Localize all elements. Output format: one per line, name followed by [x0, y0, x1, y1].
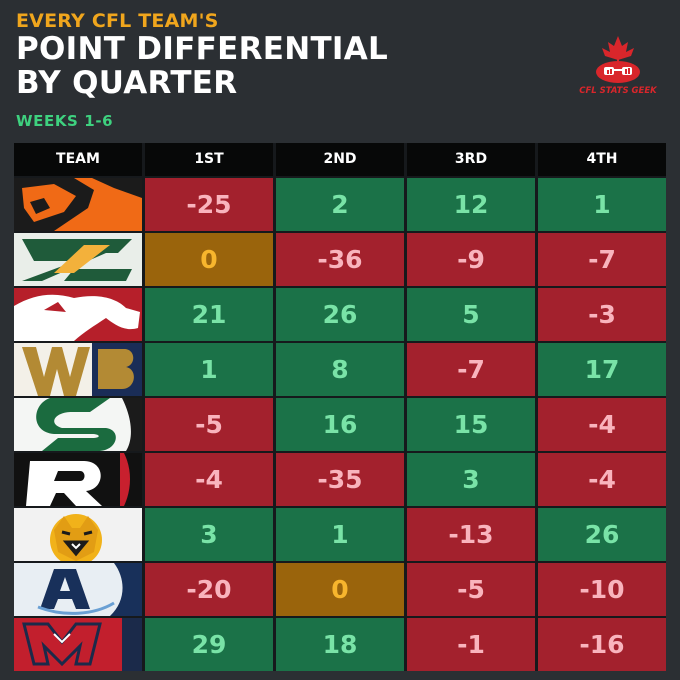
value-cell-q3: -13	[407, 508, 535, 561]
table-row: 0 -36 -9 -7	[14, 233, 666, 286]
table-row: 21 26 5 -3	[14, 288, 666, 341]
value-cell-q1: 29	[145, 618, 273, 671]
value-cell-q3: -7	[407, 343, 535, 396]
value-cell-q4: 1	[538, 178, 666, 231]
value-cell-q1: -4	[145, 453, 273, 506]
subtitle: WEEKS 1-6	[16, 112, 114, 130]
value-cell-q4: -3	[538, 288, 666, 341]
value-cell-q1: 21	[145, 288, 273, 341]
table-row: -5 16 15 -4	[14, 398, 666, 451]
hamilton-tiger-cats-logo	[14, 508, 142, 561]
value-cell-q4: -4	[538, 398, 666, 451]
calgary-stampeders-logo	[14, 288, 142, 341]
value-cell-q3: -5	[407, 563, 535, 616]
value-cell-q2: 8	[276, 343, 404, 396]
value-cell-q2: 1	[276, 508, 404, 561]
maple-leaf-football-icon	[596, 36, 640, 83]
column-header-q1: 1ST	[145, 143, 273, 176]
column-header-q3: 3RD	[407, 143, 535, 176]
column-header-q2: 2ND	[276, 143, 404, 176]
value-cell-q3: -9	[407, 233, 535, 286]
column-header-team: TEAM	[14, 143, 142, 176]
value-cell-q2: 0	[276, 563, 404, 616]
header: EVERY CFL TEAM'S POINT DIFFERENTIAL BY Q…	[16, 10, 388, 130]
table-row: -4 -35 3 -4	[14, 453, 666, 506]
table-row: 1 8 -7 17	[14, 343, 666, 396]
value-cell-q3: 5	[407, 288, 535, 341]
title-line-2: BY QUARTER	[16, 65, 238, 101]
value-cell-q4: -4	[538, 453, 666, 506]
value-cell-q2: 26	[276, 288, 404, 341]
value-cell-q1: -20	[145, 563, 273, 616]
table-row: 3 1 -13 26	[14, 508, 666, 561]
value-cell-q2: -35	[276, 453, 404, 506]
brand-logo: CFL STATS GEEK	[578, 34, 658, 100]
value-cell-q4: -10	[538, 563, 666, 616]
montreal-alouettes-logo	[14, 618, 142, 671]
value-cell-q4: 17	[538, 343, 666, 396]
winnipeg-blue-bombers-logo	[14, 343, 142, 396]
saskatchewan-roughriders-logo	[14, 398, 142, 451]
value-cell-q1: 3	[145, 508, 273, 561]
table-row: 29 18 -1 -16	[14, 618, 666, 671]
value-cell-q2: 2	[276, 178, 404, 231]
value-cell-q4: -7	[538, 233, 666, 286]
value-cell-q4: -16	[538, 618, 666, 671]
value-cell-q1: 0	[145, 233, 273, 286]
table-row: -25 2 12 1	[14, 178, 666, 231]
title-line-1: POINT DIFFERENTIAL	[16, 31, 389, 67]
value-cell-q3: 3	[407, 453, 535, 506]
eyebrow: EVERY CFL TEAM'S	[16, 10, 219, 32]
ottawa-redblacks-logo	[14, 453, 142, 506]
value-cell-q1: -25	[145, 178, 273, 231]
column-header-q4: 4TH	[538, 143, 666, 176]
value-cell-q3: 12	[407, 178, 535, 231]
value-cell-q2: 16	[276, 398, 404, 451]
table-row: -20 0 -5 -10	[14, 563, 666, 616]
bc-lions-logo	[14, 178, 142, 231]
value-cell-q1: -5	[145, 398, 273, 451]
value-cell-q3: 15	[407, 398, 535, 451]
value-cell-q2: 18	[276, 618, 404, 671]
brand-name: CFL STATS GEEK	[579, 86, 657, 96]
toronto-argonauts-logo	[14, 563, 142, 616]
differential-table: TEAM 1ST 2ND 3RD 4TH -25 2 12 1 0 -36 -9 -7 21 26 5 -3 1…	[14, 143, 666, 671]
edmonton-elks-logo	[14, 233, 142, 286]
value-cell-q3: -1	[407, 618, 535, 671]
value-cell-q2: -36	[276, 233, 404, 286]
value-cell-q1: 1	[145, 343, 273, 396]
table-header: TEAM 1ST 2ND 3RD 4TH	[14, 143, 666, 176]
value-cell-q4: 26	[538, 508, 666, 561]
